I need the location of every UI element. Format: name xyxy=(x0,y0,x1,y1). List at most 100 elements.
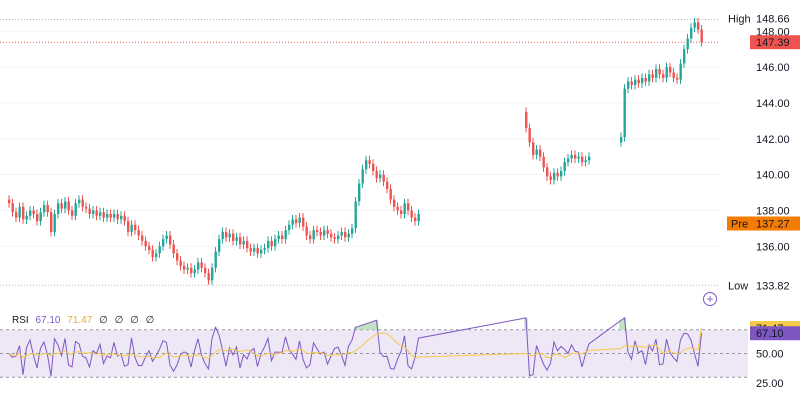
candle-body-31 xyxy=(116,214,119,220)
candle-body-84 xyxy=(302,217,305,227)
add-indicator-plus-icon[interactable]: + xyxy=(703,292,717,306)
rsi-value-badge: 67.10 xyxy=(750,326,800,341)
candle-body-42 xyxy=(155,253,158,258)
candle-body-75 xyxy=(270,240,273,247)
candle-body-50 xyxy=(183,265,186,270)
rsi-overbought-fill-138 xyxy=(622,317,627,330)
candle-body-149 xyxy=(662,74,665,78)
premarket-badge-value: 137.27 xyxy=(756,219,790,231)
candle-body-2 xyxy=(15,212,18,218)
candle-body-154 xyxy=(679,63,682,80)
price-gridlines xyxy=(0,30,720,247)
candle-body-23 xyxy=(88,208,91,215)
candle-body-27 xyxy=(102,212,105,218)
candle-body-105 xyxy=(375,171,378,179)
candle-body-133 xyxy=(577,156,580,159)
high-badge-label: High xyxy=(728,13,751,25)
candle-body-152 xyxy=(672,72,675,78)
candle-body-153 xyxy=(676,77,679,80)
candle-body-26 xyxy=(99,212,102,216)
candle-body-41 xyxy=(151,249,154,258)
candle-body-95 xyxy=(340,231,343,236)
candle-body-134 xyxy=(581,156,584,163)
candle-body-128 xyxy=(560,171,563,177)
candle-body-126 xyxy=(553,172,556,180)
rsi-ma-value: 71.47 xyxy=(67,315,93,326)
candle-body-109 xyxy=(389,188,392,200)
candle-body-142 xyxy=(637,79,640,84)
candle-body-47 xyxy=(172,244,175,254)
premarket-badge: Pre 137.27 xyxy=(727,216,800,231)
candle-body-93 xyxy=(333,237,336,240)
candle-body-55 xyxy=(200,262,203,268)
price-tick-label-4: 140.00 xyxy=(756,170,790,182)
candle-body-140 xyxy=(630,81,633,86)
candle-body-92 xyxy=(330,233,333,238)
candle-body-69 xyxy=(249,248,252,252)
candle-body-119 xyxy=(528,128,531,143)
candle-body-49 xyxy=(179,260,182,266)
candle-body-7 xyxy=(32,210,35,215)
candle-body-20 xyxy=(78,199,81,204)
candle-body-24 xyxy=(92,210,95,215)
price-tick-label-6: 136.00 xyxy=(756,241,790,253)
candle-body-6 xyxy=(29,210,32,216)
candle-body-10 xyxy=(43,205,46,213)
candle-body-156 xyxy=(686,38,689,50)
candle-body-115 xyxy=(410,210,413,218)
premarket-badge-bg xyxy=(727,216,800,231)
candle-body-32 xyxy=(120,215,123,220)
candle-body-127 xyxy=(556,172,559,177)
candle-body-19 xyxy=(74,203,77,216)
candle-body-120 xyxy=(532,142,535,155)
candle-body-90 xyxy=(323,230,326,236)
candle-body-145 xyxy=(648,74,651,82)
candle-body-18 xyxy=(71,210,74,216)
candle-body-40 xyxy=(148,246,151,250)
price-reference-lines xyxy=(0,18,720,286)
candle-body-37 xyxy=(137,230,140,236)
rsi-overbought-fill-103 xyxy=(367,322,372,330)
candle-body-136 xyxy=(588,156,591,161)
rsi-value: 67.10 xyxy=(35,315,61,326)
candle-body-70 xyxy=(253,248,256,252)
rsi-tick-label-0: 50.00 xyxy=(756,349,784,361)
rsi-extra-4: ∅ xyxy=(145,315,155,326)
candle-body-25 xyxy=(95,210,98,216)
candle-body-116 xyxy=(414,217,417,222)
candle-body-131 xyxy=(570,154,573,159)
candle-body-45 xyxy=(165,235,168,240)
rsi-overbought-fill-102 xyxy=(364,323,368,330)
candle-body-73 xyxy=(263,248,266,250)
candle-body-101 xyxy=(361,169,364,184)
rsi-overbought-fill-104 xyxy=(371,321,375,330)
candle-body-34 xyxy=(127,221,130,232)
candle-body-143 xyxy=(641,77,644,84)
candle-body-79 xyxy=(284,230,287,240)
candle-body-102 xyxy=(365,160,368,170)
candle-body-118 xyxy=(525,111,528,129)
rsi-ma-line xyxy=(8,327,702,359)
price-tick-label-2: 144.00 xyxy=(756,98,790,110)
candle-body-36 xyxy=(134,224,137,231)
rsi-value-badge-bg xyxy=(750,326,800,341)
candle-body-87 xyxy=(312,230,315,240)
candle-body-123 xyxy=(542,156,545,168)
rsi-name: RSI xyxy=(12,315,29,326)
candle-body-67 xyxy=(242,240,245,245)
candle-body-97 xyxy=(347,233,350,238)
candle-body-117 xyxy=(417,214,420,222)
candlestick-series xyxy=(8,17,703,285)
candle-body-99 xyxy=(354,201,357,229)
candle-body-13 xyxy=(53,214,56,232)
candle-body-72 xyxy=(260,249,263,254)
rsi-legend: RSI 67.10 71.47 ∅ ∅ ∅ ∅ xyxy=(12,315,158,326)
high-badge: High 148.66 xyxy=(724,11,800,26)
rsi-value-badge-value: 67.10 xyxy=(756,328,784,340)
candle-body-54 xyxy=(197,262,200,270)
candle-body-30 xyxy=(113,214,116,218)
candle-body-112 xyxy=(400,210,403,215)
candle-body-14 xyxy=(57,203,60,215)
candle-body-78 xyxy=(281,235,284,240)
